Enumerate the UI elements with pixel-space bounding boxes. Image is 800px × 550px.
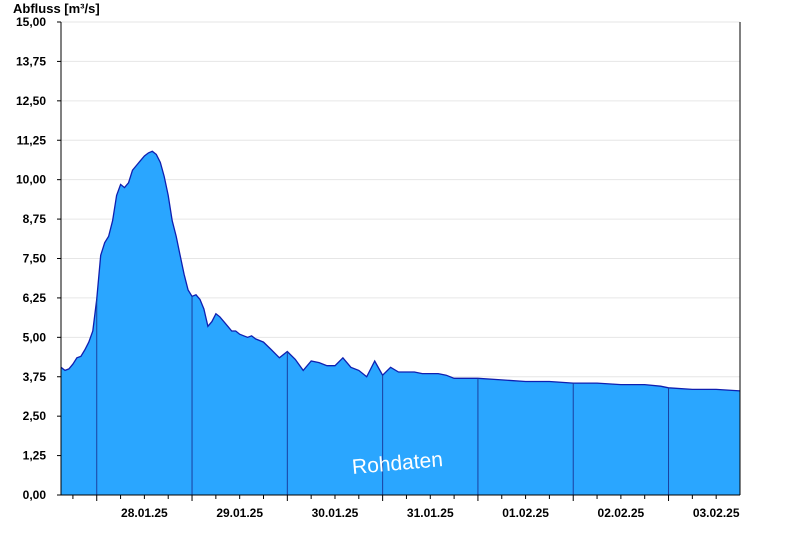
x-tick-label: 29.01.25: [216, 506, 263, 520]
x-tick-label: 01.02.25: [502, 506, 549, 520]
y-tick-label: 11,25: [17, 133, 47, 147]
y-axis-title: Abfluss [m³/s]: [13, 1, 100, 16]
x-tick-label: 30.01.25: [312, 506, 359, 520]
day-separator-lines: [96, 296, 670, 495]
y-tick-label: 8,75: [23, 212, 47, 226]
x-tick-label: 28.01.25: [121, 506, 168, 520]
y-tick-label: 3,75: [23, 370, 47, 384]
y-tick-label: 10,00: [16, 173, 46, 187]
discharge-area: [61, 151, 740, 496]
x-tick-label: 03.02.25: [693, 506, 740, 520]
x-tick-label: 31.01.25: [407, 506, 454, 520]
y-tick-label: 12,50: [16, 94, 46, 108]
x-axis-ticks: 28.01.25 29.01.25 30.01.25 31.01.25 01.02.25…: [72, 495, 740, 520]
y-tick-label: 0,00: [23, 488, 47, 502]
y-tick-label: 7,50: [23, 252, 47, 266]
y-tick-label: 15,00: [16, 15, 46, 29]
y-tick-label: 2,50: [23, 409, 47, 423]
y-tick-label: 1,25: [23, 449, 47, 463]
y-tick-label: 13,75: [16, 54, 46, 68]
y-axis-ticks: 0,00 1,25 2,50 3,75 5,00 6,25 7,50 8,75 10,00 11,…: [16, 15, 61, 502]
discharge-line: [60, 150, 741, 392]
y-tick-label: 6,25: [23, 291, 47, 305]
x-tick-label: 02.02.25: [598, 506, 645, 520]
y-tick-label: 5,00: [23, 330, 47, 344]
